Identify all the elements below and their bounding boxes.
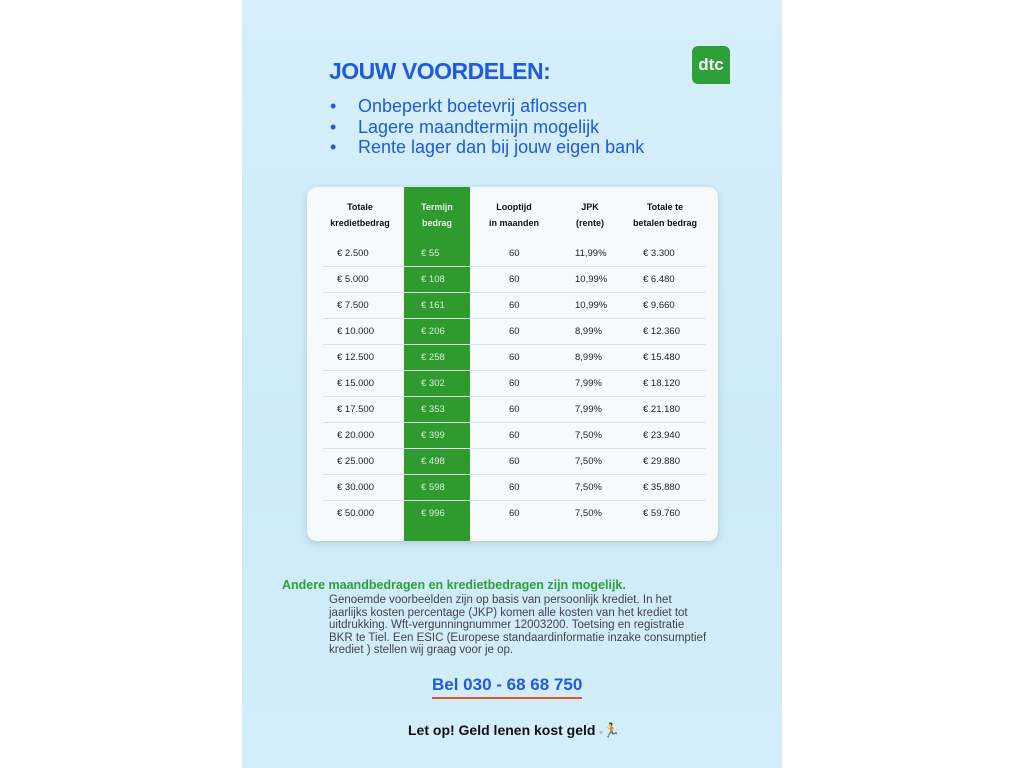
table-cell: 10,99% xyxy=(575,274,608,285)
table-cell: € 302 xyxy=(421,378,445,389)
table-cell: 10,99% xyxy=(575,300,608,311)
column-header: Termijn bedrag xyxy=(387,199,487,231)
table-cell: 7,99% xyxy=(575,404,602,415)
table-cell: 60 xyxy=(509,430,520,441)
flyer-page: JOUW VOORDELEN: dtc Onbeperkt boetevrij … xyxy=(242,0,782,768)
table-cell: € 59.760 xyxy=(643,508,680,519)
table-cell: € 29.880 xyxy=(643,456,680,467)
header-line: Looptijd xyxy=(496,202,532,212)
table-row: € 15.000 € 302 60 7,99% € 18.120 xyxy=(323,371,706,397)
column-header: Totale kredietbedrag xyxy=(310,199,410,231)
benefit-item: Onbeperkt boetevrij aflossen xyxy=(330,96,644,117)
table-cell: € 35.880 xyxy=(643,482,680,493)
table-cell: 7,99% xyxy=(575,378,602,389)
benefit-item: Lagere maandtermijn mogelijk xyxy=(330,117,644,138)
table-cell: 11,99% xyxy=(575,248,607,259)
table-cell: € 399 xyxy=(421,430,445,441)
running-person-icon: ▫ xyxy=(599,727,603,737)
table-cell: € 258 xyxy=(421,352,445,363)
table-cell: € 9.660 xyxy=(643,300,675,311)
column-header: Looptijd in maanden xyxy=(464,199,564,231)
header-line: Totale te xyxy=(646,202,684,212)
benefits-list: Onbeperkt boetevrij aflossen Lagere maan… xyxy=(330,96,644,158)
table-cell: 60 xyxy=(509,274,520,285)
table-cell: 60 xyxy=(509,248,520,259)
table-cell: 7,50% xyxy=(575,456,602,467)
table-cell: 60 xyxy=(509,378,520,389)
table-cell: 7,50% xyxy=(575,482,602,493)
header-line: (rente) xyxy=(575,218,604,228)
table-cell: 60 xyxy=(509,326,520,337)
dtc-logo: dtc xyxy=(692,46,730,84)
table-cell: € 598 xyxy=(421,482,445,493)
header-line: betalen bedrag xyxy=(632,218,697,228)
highlight-column xyxy=(404,187,470,541)
table-cell: € 12.360 xyxy=(643,326,680,337)
table-cell: € 498 xyxy=(421,456,445,467)
table-cell: € 996 xyxy=(421,508,445,519)
header-line: Totale xyxy=(347,202,373,212)
table-cell: € 2.500 xyxy=(337,248,369,259)
header-line: Termijn xyxy=(421,202,453,212)
table-cell: € 3.300 xyxy=(643,248,675,259)
column-header: JPK (rente) xyxy=(540,199,640,231)
table-cell: € 20.000 xyxy=(337,430,374,441)
warning-text: Let op! Geld lenen kost geld ▫🏃 xyxy=(408,722,620,739)
table-cell: 60 xyxy=(509,404,520,415)
page-title: JOUW VOORDELEN: xyxy=(329,58,551,84)
table-cell: € 15.000 xyxy=(337,378,374,389)
table-row: € 30.000 € 598 60 7,50% € 35.880 xyxy=(323,475,706,501)
table-row: € 2.500 € 55 60 11,99% € 3.300 xyxy=(323,241,706,267)
phone-link[interactable]: Bel 030 - 68 68 750 xyxy=(432,675,583,699)
warning-label: Let op! Geld lenen kost geld xyxy=(408,722,596,738)
table-cell: € 15.480 xyxy=(643,352,680,363)
table-cell: € 7.500 xyxy=(337,300,369,311)
running-person-icon: 🏃 xyxy=(602,722,620,738)
table-cell: € 23.940 xyxy=(643,430,680,441)
table-cell: € 25.000 xyxy=(337,456,374,467)
table-row: € 20.000 € 399 60 7,50% € 23.940 xyxy=(323,423,706,449)
table-row: € 10.000 € 206 60 8,99% € 12.360 xyxy=(323,319,706,345)
loan-table: Totale kredietbedrag Termijn bedrag Looptijd… xyxy=(307,187,718,541)
column-header: Totale te betalen bedrag xyxy=(615,199,715,231)
table-cell: € 10.000 xyxy=(337,326,374,337)
table-cell: € 161 xyxy=(421,300,445,311)
table-cell: € 12.500 xyxy=(337,352,374,363)
header-line: JPK xyxy=(581,202,599,212)
table-cell: € 6.480 xyxy=(643,274,675,285)
table-row: € 5.000 € 108 60 10,99% € 6.480 xyxy=(323,267,706,293)
disclaimer: Genoemde voorbeelden zijn op basis van p… xyxy=(329,594,707,656)
table-cell: 60 xyxy=(509,352,520,363)
table-cell: € 17.500 xyxy=(337,404,374,415)
table-cell: € 206 xyxy=(421,326,445,337)
table-cell: 8,99% xyxy=(575,352,602,363)
header-line: in maanden xyxy=(488,218,539,228)
table-cell: € 30.000 xyxy=(337,482,374,493)
table-row: € 7.500 € 161 60 10,99% € 9.660 xyxy=(323,293,706,319)
header-line: kredietbedrag xyxy=(330,218,390,228)
table-cell: € 108 xyxy=(421,274,445,285)
table-row: € 50.000 € 996 60 7,50% € 59.760 xyxy=(323,501,706,527)
table-cell: € 50.000 xyxy=(337,508,374,519)
table-cell: 60 xyxy=(509,300,520,311)
benefit-item: Rente lager dan bij jouw eigen bank xyxy=(330,137,644,158)
subheading: Andere maandbedragen en kredietbedragen … xyxy=(282,578,626,592)
table-cell: 60 xyxy=(509,482,520,493)
table-cell: 7,50% xyxy=(575,508,602,519)
table-cell: € 21.180 xyxy=(643,404,680,415)
table-cell: € 5.000 xyxy=(337,274,369,285)
table-cell: € 55 xyxy=(421,248,440,259)
table-cell: € 18.120 xyxy=(643,378,680,389)
table-cell: 60 xyxy=(509,508,520,519)
table-cell: 7,50% xyxy=(575,430,602,441)
table-cell: 8,99% xyxy=(575,326,602,337)
table-cell: 60 xyxy=(509,456,520,467)
table-cell: € 353 xyxy=(421,404,445,415)
header-line: bedrag xyxy=(421,218,452,228)
table-row: € 12.500 € 258 60 8,99% € 15.480 xyxy=(323,345,706,371)
table-row: € 17.500 € 353 60 7,99% € 21.180 xyxy=(323,397,706,423)
table-row: € 25.000 € 498 60 7,50% € 29.880 xyxy=(323,449,706,475)
